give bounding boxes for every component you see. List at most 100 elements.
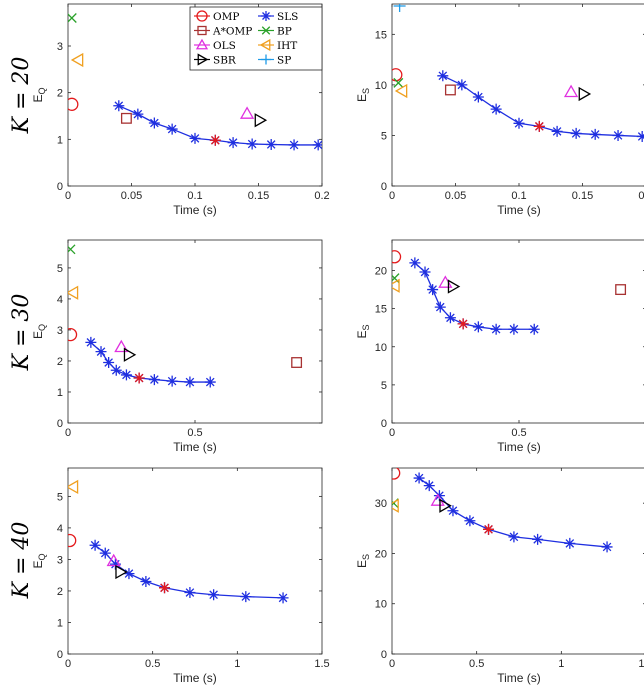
x-tick-label: 0 [389,427,395,439]
y-tick-label: 3 [57,41,63,53]
point-sls [277,592,289,604]
legend: OMP SLS A*OMP BP OLS IHT SBR SP [189,6,323,71]
point-sls [490,323,502,335]
point-sls [437,70,449,82]
point-sbr [123,347,137,362]
point-sls [564,537,576,549]
point-iht [70,52,84,68]
point-ols [106,553,121,567]
y-tick-label: 2 [57,586,63,598]
point-sls [409,257,421,269]
y-tick-label: 0 [381,418,387,430]
panel-r2-c0: 0 0.5 1 1.5 0 1 2 3 4 5 Time (s) EQ [31,467,330,685]
series-line-sls [90,341,211,383]
plot-area [392,250,627,335]
x-axis-label: Time (s) [173,440,217,454]
y-tick-label: 10 [375,342,387,354]
y-tick-label: 0 [381,181,387,193]
x-axis-label: Time (s) [497,671,541,685]
y-tick-label: 15 [375,304,387,316]
y-axis-label: ES [355,554,371,568]
row-labels: K = 20 K = 30 K = 40 [9,57,34,600]
row-label-k40: K = 40 [9,522,34,600]
y-tick-label: 5 [57,263,63,275]
point-sbr [439,498,452,513]
legend-label: BP [277,26,292,38]
y-tick-label: 3 [57,325,63,337]
point-sls [227,137,239,149]
point-sls [464,515,476,527]
y-tick-label: 1 [57,617,63,629]
point-sls [636,130,644,142]
x-tick-label: 0.1 [187,190,202,202]
axes-box [67,239,323,424]
y-tick-label: 2 [57,88,63,100]
point-sls [447,505,459,517]
legend-marker-astaromp [197,25,207,36]
point-astaromp [615,284,627,296]
point-sbr [115,564,128,580]
y-tick-label: 4 [57,294,63,306]
x-tick-label: 0.2 [314,190,329,202]
axes-box [391,239,644,424]
legend-label: SP [277,55,291,67]
point-iht [68,285,79,300]
point-astaromp [120,112,132,124]
point-sls [601,541,613,553]
point-sls [109,558,121,570]
x-axis-label: Time (s) [173,671,217,685]
point-sls [89,539,101,551]
x-tick-label: 1.5 [314,658,329,670]
point-sls [419,266,431,278]
point-sls [589,128,601,140]
point-omp [392,250,402,264]
point-sls [166,123,178,135]
point-sls [240,591,252,603]
point-sls [120,369,132,381]
y-tick-label: 2 [57,356,63,368]
x-tick-label: 0.15 [572,190,593,202]
legend-marker-sp [261,54,271,65]
y-tick-label: 15 [375,29,387,41]
point-sls [103,357,115,369]
point-sls-highlight [483,523,495,535]
point-sls-highlight [209,134,221,146]
x-axis-label: Time (s) [497,203,541,217]
point-ols [239,106,255,119]
point-sls [413,472,425,484]
point-sls [123,568,135,580]
axes-box [67,467,323,655]
point-sls [166,375,178,387]
panel-r2-c1: 0 0.5 1 1.5 0 10 20 30 Time (s) ES [355,467,644,685]
legend-marker-omp [196,10,208,22]
x-tick-label: 0.5 [145,658,160,670]
series-line-sls [418,477,608,548]
y-tick-label: 5 [381,380,387,392]
point-sls-highlight [457,318,469,330]
point-sbr [254,113,268,128]
point-sls [204,376,216,388]
legend-label: SLS [277,11,298,23]
plot-area [68,479,289,604]
y-tick-label: 3 [57,554,63,566]
plot-area [392,4,644,142]
point-astaromp [444,84,456,96]
point-sls [312,139,322,151]
y-tick-label: 10 [375,80,387,92]
point-sls [427,284,439,296]
x-tick-label: 0.15 [248,190,269,202]
y-tick-label: 20 [375,266,387,278]
x-tick-label: 0 [65,658,71,670]
x-tick-label: 0.5 [187,427,202,439]
y-tick-label: 0 [381,649,387,661]
x-tick-label: 0.05 [445,190,466,202]
y-tick-label: 0 [57,418,63,430]
series-line-sls [118,105,319,146]
y-tick-label: 20 [375,548,387,560]
legend-label: A*OMP [212,26,252,38]
series-line-sls [414,262,535,330]
point-sls [184,587,196,599]
point-bp [68,13,77,23]
point-iht [392,498,399,513]
point-bp [68,244,76,255]
